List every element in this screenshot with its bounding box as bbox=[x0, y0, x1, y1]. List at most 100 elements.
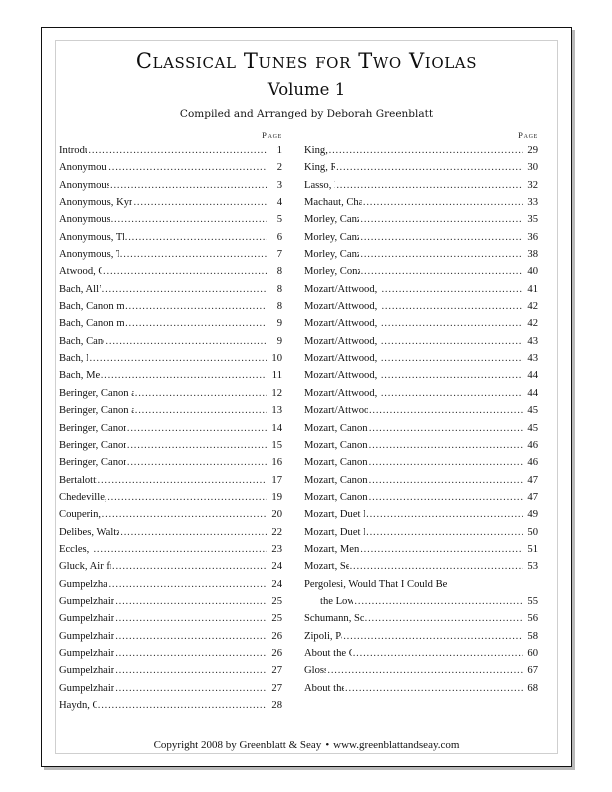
toc-entry[interactable]: Beringer, Canon at the Unison, No. 3 16 bbox=[59, 454, 291, 471]
toc-entry[interactable]: Anonymous, A Galyarde 3 bbox=[59, 177, 291, 194]
toc-entry[interactable]: King, Air 29 bbox=[304, 142, 541, 159]
toc-entry-title: Mozart, Selig, Selig bbox=[304, 561, 349, 573]
toc-entry[interactable]: Mozart, Canon at the 5th Below 46 bbox=[304, 454, 541, 471]
toc-entry[interactable]: Haydn, Quadrille 28 bbox=[59, 697, 291, 714]
toc-entry[interactable]: About the Composers 60 bbox=[304, 645, 541, 662]
toc-entry-title: Beringer, Canon at the Octave Below, No.… bbox=[59, 387, 134, 399]
toc-entry-title: Anonymous, The Crocke bbox=[59, 214, 110, 226]
toc-leader-dots bbox=[126, 437, 267, 454]
toc-entry[interactable]: Mozart, Duet No. 2, Menuetto 50 bbox=[304, 524, 541, 541]
toc-entry[interactable]: Mozart/Attwood, Canon at the 7th Above 44 bbox=[304, 385, 541, 402]
toc-entry-page-number: 16 bbox=[271, 457, 282, 469]
toc-leader-dots bbox=[124, 229, 267, 246]
toc-entry[interactable]: Mozart, Menuet for Flutes 51 bbox=[304, 541, 541, 558]
toc-entry-title: Anonymous, A Galyard bbox=[59, 162, 107, 174]
toc-entry[interactable]: Mozart/Attwood, Canon at the 2nd Above 41 bbox=[304, 281, 541, 298]
toc-entry[interactable]: Pergolesi, Would That I Could Be the Lowl… bbox=[304, 576, 541, 611]
toc-leader-dots bbox=[368, 454, 523, 471]
toc-entry[interactable]: Gumpelzhaimer, Duet No. 6 27 bbox=[59, 680, 291, 697]
toc-entry-title: Haydn, Quadrille bbox=[59, 700, 97, 711]
toc-entry[interactable]: Mozart, Selig, Selig 53 bbox=[304, 558, 541, 575]
toc-entry[interactable]: Gluck, Air from Iphigenie 24 bbox=[59, 558, 291, 575]
toc-entry[interactable]: Bach, March 10 bbox=[59, 350, 291, 367]
toc-entry-title: Bach, March bbox=[59, 353, 88, 365]
toc-entry-page-number: 41 bbox=[527, 283, 538, 295]
toc-entry[interactable]: Mozart/Attwood, Canon at the 3rd Above 42 bbox=[304, 315, 541, 332]
toc-entry[interactable]: King, Rondo 30 bbox=[304, 159, 541, 176]
toc-entry[interactable]: Mozart, Canon at the 4th Below 46 bbox=[304, 437, 541, 454]
toc-entry[interactable]: Bach, Canon motu contrario e recto 8 bbox=[59, 298, 291, 315]
toc-entry[interactable]: Beringer, Canon at the Octave Below, No.… bbox=[59, 402, 291, 419]
toc-entry[interactable]: Mozart, Canon at the 6th Above 47 bbox=[304, 472, 541, 489]
toc-entry[interactable]: Beringer, Canon at the Unison, No. 1 14 bbox=[59, 420, 291, 437]
toc-entry[interactable]: Couperin, Fantaisie 20 bbox=[59, 506, 291, 523]
toc-leader-dots bbox=[114, 662, 267, 679]
toc-entry[interactable]: Machaut, Chanson Balladee 33 bbox=[304, 194, 541, 211]
toc-entry[interactable]: Gumpelzhaimer, Duet No. 2 25 bbox=[59, 610, 291, 627]
toc-entry-page-number: 30 bbox=[527, 162, 538, 174]
toc-entry[interactable]: Gumpelzhaimer, Duet No. 3 26 bbox=[59, 628, 291, 645]
toc-entry[interactable]: About the Author 68 bbox=[304, 680, 541, 697]
toc-entry[interactable]: Eccles, Bouree 23 bbox=[59, 541, 291, 558]
toc-entry[interactable]: Mozart, Canon at the 7th Below 47 bbox=[304, 489, 541, 506]
toc-entry[interactable]: Glossary 67 bbox=[304, 662, 541, 679]
toc-entry[interactable]: Mozart/Attwood, Canon at the 5th Above 43 bbox=[304, 350, 541, 367]
toc-entry[interactable]: Zipoli, Pastorale 58 bbox=[304, 628, 541, 645]
toc-entry[interactable]: Schumann, Schnitterliedchen 56 bbox=[304, 610, 541, 627]
toc-entry[interactable]: Lasso, Motet 32 bbox=[304, 177, 541, 194]
toc-entry-title: Morley, Conzonette, No. 4 bbox=[304, 266, 360, 278]
toc-entry-title: Glossary bbox=[304, 665, 327, 677]
toc-leader-dots bbox=[124, 315, 267, 332]
toc-entry[interactable]: Mozart, Canon at the 3rd Below 45 bbox=[304, 420, 541, 437]
toc-entry[interactable]: Bach, Canon Simplex 9 bbox=[59, 333, 291, 350]
toc-entry[interactable]: Mozart/Attwood, Unison Canon 45 bbox=[304, 402, 541, 419]
toc-entry-title: Beringer, Canon at the Unison, No. 2 bbox=[59, 439, 126, 451]
toc-leader-dots bbox=[335, 177, 523, 194]
toc-leader-dots bbox=[134, 402, 267, 419]
toc-entry[interactable]: Beringer, Canon at the Unison, No. 2 15 bbox=[59, 437, 291, 454]
toc-entry[interactable]: Introduction 1 bbox=[59, 142, 291, 159]
toc-entry-page-number: 60 bbox=[527, 647, 538, 659]
toc-entry[interactable]: Bertalotti, Canon 17 bbox=[59, 472, 291, 489]
toc-entry[interactable]: Morley, Canzonette, No. 1 35 bbox=[304, 211, 541, 228]
toc-entry[interactable]: Atwood, Canon in F 8 bbox=[59, 263, 291, 280]
toc-entry-page-number: 29 bbox=[527, 145, 538, 156]
toc-entry-page-number: 22 bbox=[271, 526, 282, 538]
toc-entry[interactable]: Gumpelzhaimer, Duet No. 5 27 bbox=[59, 662, 291, 679]
toc-entry[interactable]: Mozart/Attwood, Canon at the 4th Above 43 bbox=[304, 333, 541, 350]
toc-entry[interactable]: Gumpelzhaimer, Duet No. 1 25 bbox=[59, 593, 291, 610]
toc-entry[interactable]: Anonymous, A Galyard 2 bbox=[59, 159, 291, 176]
toc-entry[interactable]: Gumpelzhaimer, Duet No. 4 26 bbox=[59, 645, 291, 662]
toc-leader-dots bbox=[359, 229, 523, 246]
toc-leader-dots bbox=[380, 367, 523, 384]
toc-entry[interactable]: Morley, Canzonette, No. 2 36 bbox=[304, 229, 541, 246]
toc-entry-title: Morley, Canzonette, No. 1 bbox=[304, 214, 360, 226]
toc-entry[interactable]: Mozart/Attwood, Canon at the 6th Below 44 bbox=[304, 367, 541, 384]
toc-entry[interactable]: Anonymous, The Emporor’s Pavyn 6 bbox=[59, 229, 291, 246]
toc-leader-dots bbox=[114, 645, 267, 662]
toc-entry[interactable]: Anonymous, The Kyngs Marke 7 bbox=[59, 246, 291, 263]
toc-entry[interactable]: Bach, Canon motu recto e contrario 9 bbox=[59, 315, 291, 332]
toc-leader-dots bbox=[107, 159, 267, 176]
toc-entry[interactable]: Delibes, Waltz from “Coppelia” 22 bbox=[59, 524, 291, 541]
toc-entry[interactable]: Morley, Conzonette, No. 4 40 bbox=[304, 263, 541, 280]
toc-entry[interactable]: Anonymous, Kyng Harry the VIIIth Pavyn 4 bbox=[59, 194, 291, 211]
toc-entry[interactable]: Morley, Canzonette, No. 3 38 bbox=[304, 246, 541, 263]
toc-leader-dots bbox=[114, 680, 267, 697]
toc-leader-dots bbox=[109, 177, 267, 194]
toc-entry[interactable]: Mozart, Duet No. 1, Menuetto 49 bbox=[304, 506, 541, 523]
toc-leader-dots bbox=[368, 402, 523, 419]
toc-entry[interactable]: Bach, All’roverscio 8 bbox=[59, 281, 291, 298]
toc-entry[interactable]: Bach, Menuet in G 11 bbox=[59, 367, 291, 384]
toc-entry[interactable]: Beringer, Canon at the Octave Below, No.… bbox=[59, 385, 291, 402]
toc-entry-title: Beringer, Canon at the Unison, No. 1 bbox=[59, 422, 126, 434]
toc-entry-page-number: 58 bbox=[527, 630, 538, 642]
toc-entry-title: Mozart, Canon at the 6th Above bbox=[304, 474, 368, 486]
toc-entry[interactable]: Mozart/Attwood, Canon at the 2nd Below 42 bbox=[304, 298, 541, 315]
toc-entry[interactable]: Gumpelzhaimer, Canon 24 bbox=[59, 576, 291, 593]
toc-entry[interactable]: Anonymous, The Crocke 5 bbox=[59, 211, 291, 228]
toc-leader-dots bbox=[353, 593, 523, 610]
website-link[interactable]: www.greenblattandseay.com bbox=[333, 739, 460, 751]
toc-entry[interactable]: Chedeville, Tambourin 19 bbox=[59, 489, 291, 506]
